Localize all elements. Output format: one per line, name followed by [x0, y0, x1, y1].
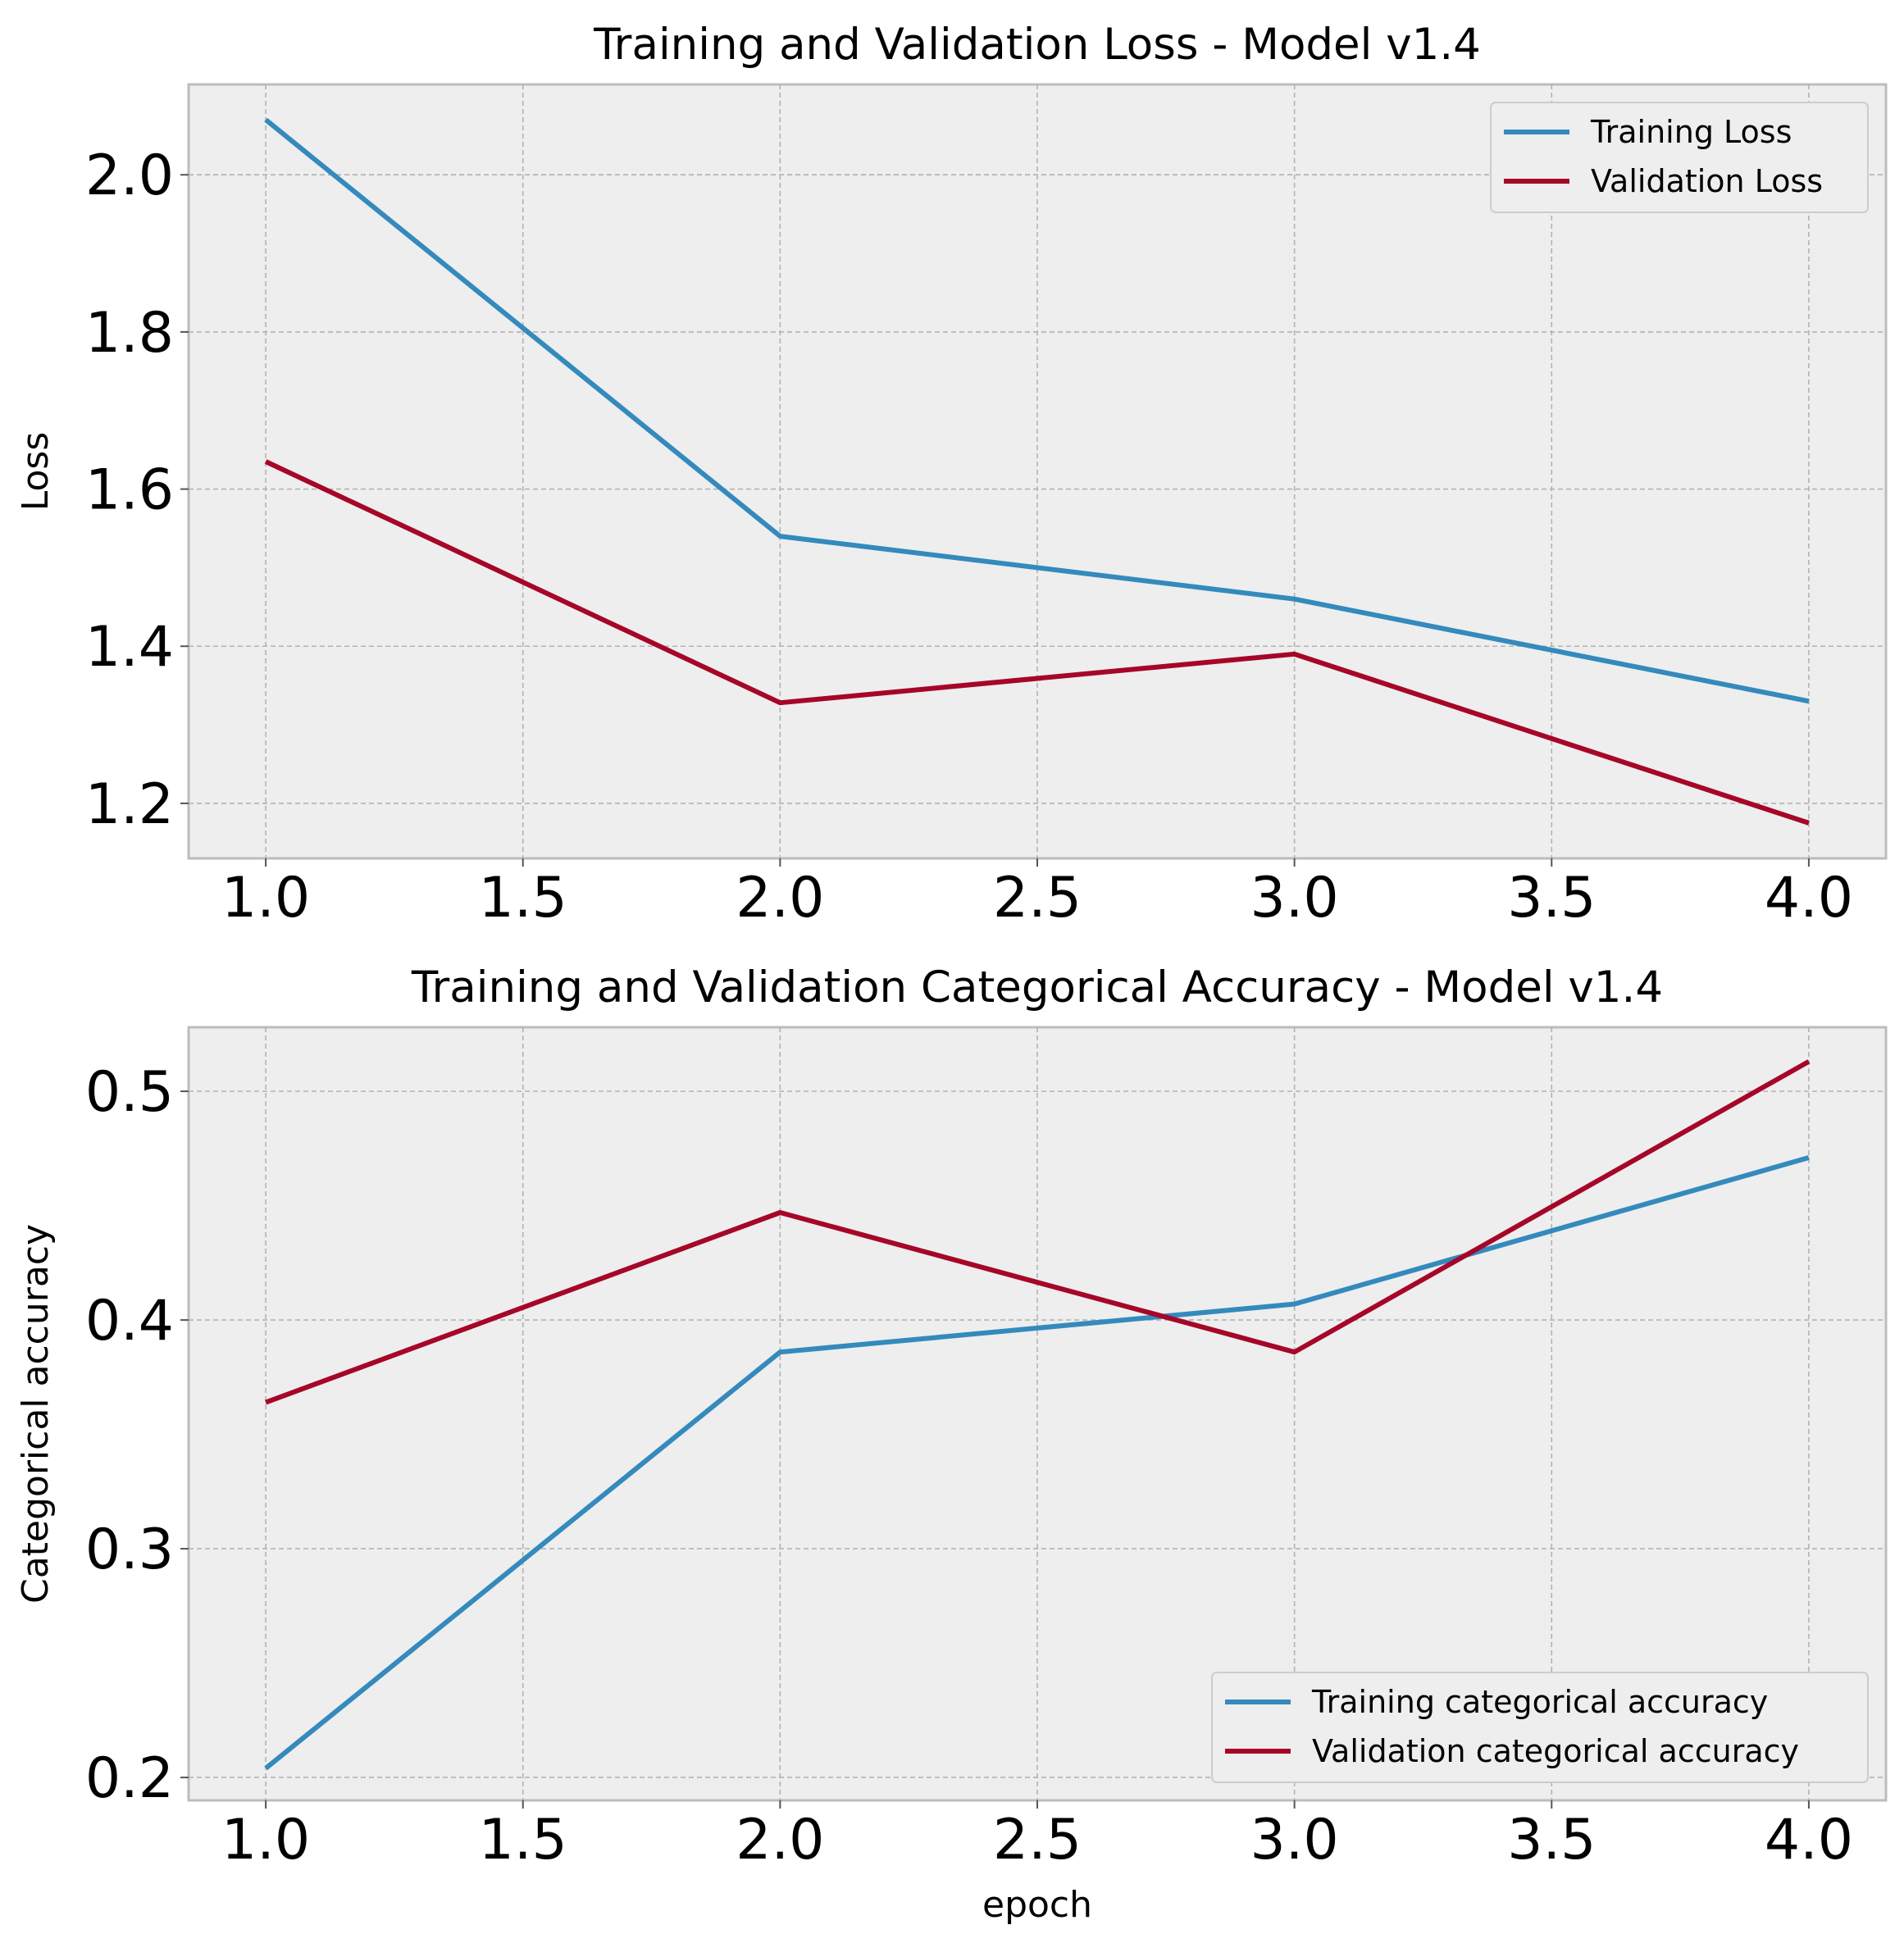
x-tick-label: 2.5 [993, 1808, 1082, 1872]
y-tick-label: 1.8 [85, 301, 174, 366]
y-tick-label: 0.5 [85, 1060, 174, 1125]
legend-label: Training categorical accuracy [1311, 1684, 1768, 1720]
x-axis-label: epoch [982, 1884, 1092, 1926]
x-tick-label: 2.0 [736, 1808, 824, 1872]
series-line-training [264, 117, 1810, 704]
y-tick-label: 1.2 [85, 772, 174, 837]
x-tick-label: 1.0 [221, 866, 310, 931]
y-axis-label: Categorical accuracy [15, 1224, 57, 1604]
legend: Training categorical accuracy Validation … [1211, 1672, 1869, 1783]
chart-title: Training and Validation Loss - Model v1.… [593, 20, 1481, 70]
x-tick-label: 2.5 [993, 866, 1082, 931]
legend-label: Validation categorical accuracy [1312, 1733, 1799, 1769]
x-tick-label: 4.0 [1765, 1808, 1853, 1872]
x-tick-label: 3.5 [1507, 1808, 1596, 1872]
x-tick-label: 1.5 [479, 1808, 567, 1872]
legend-label: Validation Loss [1591, 163, 1823, 199]
x-tick-label: 1.5 [479, 866, 567, 931]
legend: Training Loss Validation Loss [1490, 102, 1869, 213]
x-tick-label: 1.0 [221, 1808, 310, 1872]
y-tick-label: 2.0 [85, 143, 174, 208]
chart-title: Training and Validation Categorical Accu… [411, 962, 1663, 1012]
y-tick-label: 0.2 [85, 1746, 174, 1811]
y-tick-label: 1.6 [85, 458, 174, 523]
y-tick-label: 1.4 [85, 615, 174, 680]
y-tick-label: 0.3 [85, 1518, 174, 1582]
series-line-training [264, 1155, 1810, 1771]
legend-box [1211, 1672, 1869, 1783]
series-line-validation [265, 1059, 1811, 1405]
x-tick-label: 3.5 [1507, 866, 1596, 931]
loss-chart: 1.0 1.5 2.0 2.5 3.0 3.5 4.0 1.2 1.4 1.6 1.8 2.0 Trai… [15, 20, 1888, 931]
legend-box [1490, 102, 1869, 213]
y-axis-label: Loss [15, 432, 57, 512]
accuracy-chart: 1.0 1.5 2.0 2.5 3.0 3.5 4.0 0.2 0.3 0.4 0.5 Trainin… [15, 962, 1888, 1926]
x-tick-label: 4.0 [1765, 866, 1853, 931]
x-tick-label: 3.0 [1250, 1808, 1339, 1872]
x-tick-label: 2.0 [736, 866, 824, 931]
x-tick-label: 3.0 [1250, 866, 1339, 931]
y-tick-label: 0.4 [85, 1289, 174, 1354]
legend-label: Training Loss [1590, 114, 1792, 150]
series-line-validation [264, 459, 1810, 826]
